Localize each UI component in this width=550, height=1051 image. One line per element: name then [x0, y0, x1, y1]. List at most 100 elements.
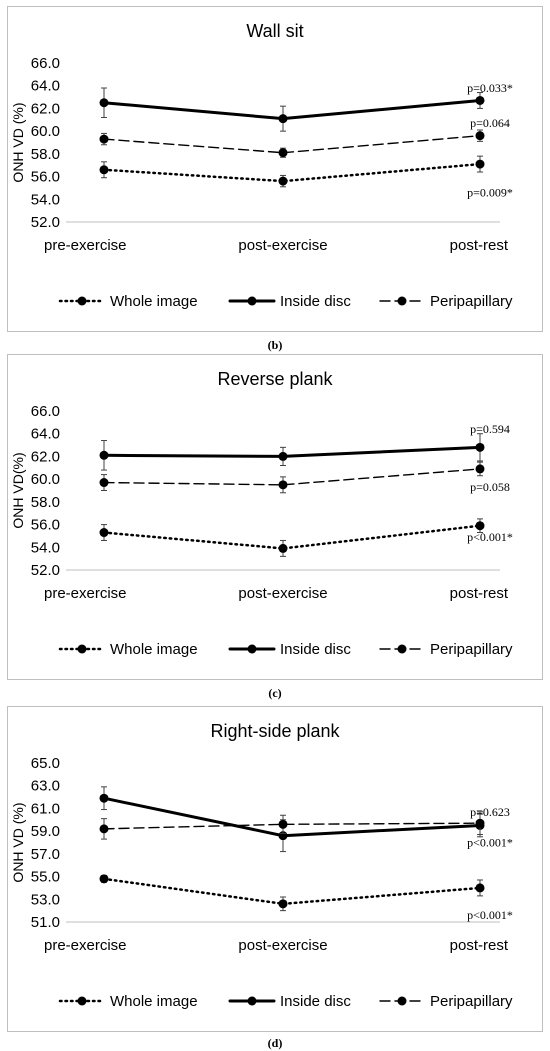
- series-line-whole-image: [102, 524, 482, 550]
- p-value-annotation: p=0.009*: [467, 185, 513, 199]
- y-tick-label: 53.0: [31, 891, 60, 908]
- legend-label: Whole image: [110, 293, 198, 310]
- chart-caption: (b): [267, 338, 283, 352]
- data-point: [278, 176, 288, 186]
- data-point: [99, 450, 109, 460]
- y-tick-label: 58.0: [31, 494, 60, 511]
- data-point: [99, 874, 109, 884]
- data-point: [475, 521, 485, 531]
- y-tick-label: 60.0: [31, 123, 60, 140]
- p-value-annotation: p=0.033*: [467, 81, 513, 95]
- x-tick-label: post-exercise: [238, 585, 327, 602]
- data-point: [278, 114, 288, 124]
- chart-caption: (d): [267, 1036, 283, 1050]
- y-tick-label: 57.0: [31, 846, 60, 863]
- chart-title: Right-side plank: [210, 721, 340, 741]
- legend-marker: [247, 296, 257, 306]
- series-line-inside-disc: [102, 98, 482, 121]
- y-tick-label: 66.0: [31, 55, 60, 72]
- data-point: [475, 464, 485, 474]
- y-tick-label: 54.0: [31, 191, 60, 208]
- data-point: [475, 818, 485, 828]
- legend-marker: [77, 644, 87, 654]
- p-value-annotation: p=0.058: [470, 480, 510, 494]
- x-tick-label: post-rest: [450, 585, 509, 602]
- p-value-annotation: p=0.623: [470, 805, 510, 819]
- legend-marker: [397, 996, 407, 1006]
- series-line-whole-image: [102, 162, 482, 183]
- p-value-annotation: p=0.064: [470, 116, 510, 130]
- chart-title: Wall sit: [246, 21, 303, 41]
- y-tick-label: 61.0: [31, 800, 60, 817]
- y-tick-label: 62.0: [31, 448, 60, 465]
- y-tick-label: 66.0: [31, 403, 60, 420]
- chart-title: Reverse plank: [217, 369, 333, 389]
- series-line-peripapillary: [103, 822, 481, 830]
- legend-label: Peripapillary: [430, 993, 513, 1010]
- y-tick-label: 65.0: [31, 755, 60, 772]
- series-line-peripapillary: [103, 134, 481, 154]
- data-point: [475, 442, 485, 452]
- chart-svg-reverse-plank: Reverse plank ONH VD(%) 52.0 54.0 56.0 58.0 60…: [10, 369, 513, 658]
- series-line-inside-disc: [102, 796, 482, 838]
- y-tick-label: 60.0: [31, 471, 60, 488]
- data-point: [278, 543, 288, 553]
- data-point: [99, 528, 109, 538]
- legend-label: Inside disc: [280, 641, 351, 658]
- x-tick-label: pre-exercise: [44, 237, 127, 254]
- data-point: [278, 480, 288, 490]
- y-tick-label: 52.0: [31, 214, 60, 231]
- legend-marker: [397, 296, 407, 306]
- x-tick-label: post-rest: [450, 237, 509, 254]
- y-axis-label: ONH VD (%): [10, 802, 26, 882]
- y-tick-label: 51.0: [31, 914, 60, 931]
- legend-label: Whole image: [110, 993, 198, 1010]
- y-tick-label: 56.0: [31, 517, 60, 534]
- legend-marker: [77, 996, 87, 1006]
- y-tick-label: 62.0: [31, 100, 60, 117]
- legend-marker: [247, 996, 257, 1006]
- data-point: [99, 165, 109, 175]
- data-point: [99, 134, 109, 144]
- y-tick-label: 59.0: [31, 823, 60, 840]
- data-point: [475, 883, 485, 893]
- p-value-annotation: p<0.001*: [467, 908, 513, 922]
- x-tick-label: post-exercise: [238, 937, 327, 954]
- data-point: [99, 478, 109, 488]
- legend-label: Inside disc: [280, 993, 351, 1010]
- y-tick-label: 55.0: [31, 869, 60, 886]
- y-tick-label: 64.0: [31, 426, 60, 443]
- y-tick-label: 56.0: [31, 169, 60, 186]
- y-tick-label: 64.0: [31, 78, 60, 95]
- x-tick-label: pre-exercise: [44, 585, 127, 602]
- y-axis-label: ONH VD(%): [10, 452, 26, 528]
- chart-svg-right-side-plank: Right-side plank ONH VD (%) 51.0 53.0 55.0 57…: [10, 721, 513, 1010]
- y-tick-label: 54.0: [31, 539, 60, 556]
- y-tick-label: 58.0: [31, 146, 60, 163]
- data-point: [278, 819, 288, 829]
- series-line-inside-disc: [102, 445, 482, 458]
- data-point: [99, 793, 109, 803]
- data-point: [99, 98, 109, 108]
- chart-panel-right-side-plank: Right-side plank ONH VD (%) 51.0 53.0 55.0 57…: [7, 706, 543, 1032]
- data-point: [475, 159, 485, 169]
- y-tick-label: 52.0: [31, 562, 60, 579]
- chart-panel-reverse-plank: Reverse plank ONH VD(%) 52.0 54.0 56.0 58.0 60…: [7, 354, 543, 680]
- legend-marker: [77, 296, 87, 306]
- chart-svg-wall-sit: Wall sit ONH VD (%) 52.0 54.0 56.0 58.0 60.0 62…: [10, 21, 513, 310]
- legend-label: Inside disc: [280, 293, 351, 310]
- data-point: [278, 451, 288, 461]
- y-axis-label: ONH VD (%): [10, 102, 26, 182]
- legend-marker: [247, 644, 257, 654]
- series-line-whole-image: [102, 877, 482, 906]
- chart-caption: (c): [268, 686, 282, 700]
- legend-label: Whole image: [110, 641, 198, 658]
- p-value-annotation: p<0.001*: [467, 836, 513, 850]
- data-point: [278, 899, 288, 909]
- p-value-annotation: p<0.001*: [467, 530, 513, 544]
- legend-label: Peripapillary: [430, 641, 513, 658]
- x-tick-label: post-exercise: [238, 237, 327, 254]
- data-point: [475, 95, 485, 105]
- data-point: [99, 824, 109, 834]
- x-tick-label: pre-exercise: [44, 937, 127, 954]
